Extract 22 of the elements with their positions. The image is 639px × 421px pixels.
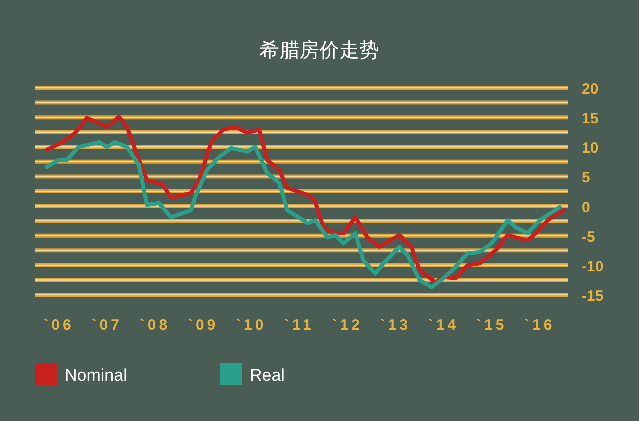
x-tick-label: `16 [524, 317, 556, 334]
x-tick-label: `09 [188, 317, 219, 334]
x-tick-label: `12 [332, 317, 363, 334]
x-tick-label: `10 [236, 317, 267, 334]
y-tick-label: 10 [582, 140, 599, 158]
x-tick-label: `13 [380, 317, 412, 334]
y-tick-label: -5 [582, 228, 596, 246]
y-tick-label: 0 [582, 199, 590, 216]
x-tick-label: `06 [44, 317, 74, 334]
x-tick-label: `15 [476, 317, 508, 334]
x-tick-label: `08 [140, 317, 171, 334]
chart-title: 希腊房价走势 [260, 40, 380, 62]
y-tick-label: 20 [582, 81, 599, 98]
x-tick-label: `14 [428, 317, 460, 334]
y-tick-label: 15 [582, 110, 599, 128]
legend-label: Real [250, 366, 285, 385]
x-tick-label: `11 [284, 317, 314, 334]
y-tick-label: -15 [582, 288, 604, 305]
x-tick-label: `07 [92, 317, 122, 334]
legend-label: Nominal [65, 366, 128, 385]
y-tick-label: 5 [582, 170, 590, 187]
y-tick-label: -10 [582, 258, 604, 276]
